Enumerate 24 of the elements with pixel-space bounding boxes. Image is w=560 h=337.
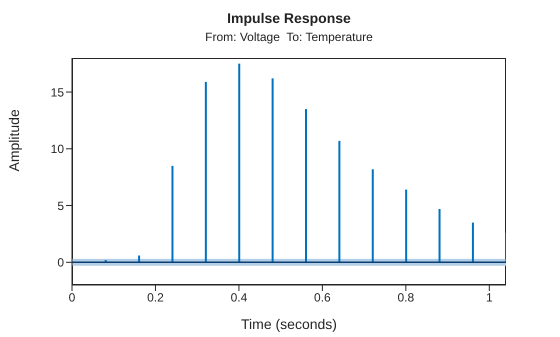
bar xyxy=(372,169,374,262)
bar xyxy=(305,109,307,262)
bar xyxy=(472,222,474,262)
bar xyxy=(405,190,408,262)
y-tick-label: 10 xyxy=(50,142,64,156)
x-tick-label: 0 xyxy=(68,290,76,305)
x-tick-label: 1 xyxy=(486,290,493,305)
x-tick-label: 0.6 xyxy=(314,290,332,305)
x-tick-label: 0.8 xyxy=(398,290,415,305)
chart-subtitle: From: Voltage To: Temperature xyxy=(204,30,374,44)
chart-title: Impulse Response xyxy=(226,10,352,26)
bar xyxy=(338,140,340,262)
y-tick-label: 15 xyxy=(50,85,64,100)
y-axis-title: Amplitude xyxy=(6,109,22,172)
x-tick-label: 0.4 xyxy=(230,290,248,305)
y-tick-label: 0 xyxy=(57,256,64,270)
bar xyxy=(272,78,274,262)
bar xyxy=(438,208,441,262)
y-tick-label: 5 xyxy=(57,198,64,213)
bar xyxy=(238,64,240,262)
x-axis-title: Time (seconds) xyxy=(241,316,337,332)
bar xyxy=(171,166,174,262)
x-tick-label: 0.2 xyxy=(147,290,164,305)
bar xyxy=(204,82,207,262)
